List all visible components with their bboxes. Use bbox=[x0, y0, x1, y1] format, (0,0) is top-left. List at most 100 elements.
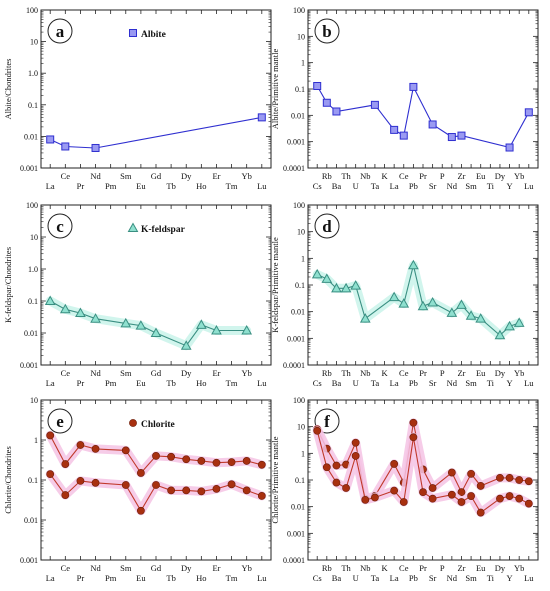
data-point bbox=[342, 484, 350, 492]
y-tick-label: 0.001 bbox=[287, 138, 305, 147]
data-point bbox=[351, 438, 360, 447]
data-point bbox=[390, 460, 399, 468]
data-point bbox=[524, 499, 533, 508]
data-point bbox=[46, 135, 55, 144]
x-tick-label-u: U bbox=[353, 378, 359, 388]
x-tick-label-p: P bbox=[440, 171, 445, 181]
panel-letter: f bbox=[324, 412, 330, 431]
x-tick-label-tb: Tb bbox=[166, 378, 175, 388]
data-point bbox=[475, 313, 487, 323]
x-tick-label-tm: Tm bbox=[226, 378, 238, 388]
data-point bbox=[390, 486, 399, 495]
data-point bbox=[61, 142, 70, 151]
x-tick-label-sr: Sr bbox=[429, 181, 437, 191]
data-point bbox=[332, 478, 341, 487]
data-point bbox=[257, 113, 266, 122]
data-point bbox=[167, 452, 176, 461]
data-point bbox=[399, 131, 408, 140]
y-tick-label: 0.001 bbox=[20, 164, 38, 173]
x-tick-label-la: La bbox=[390, 181, 399, 191]
data-point bbox=[504, 320, 515, 331]
data-point bbox=[419, 488, 427, 497]
data-point bbox=[313, 426, 322, 435]
data-point bbox=[456, 299, 467, 309]
data-point bbox=[409, 82, 418, 91]
x-tick-label-yb: Yb bbox=[514, 563, 524, 573]
x-tick-label-pm: Pm bbox=[105, 573, 117, 583]
y-tick-label: 0.01 bbox=[24, 516, 38, 525]
panel-label-badge bbox=[47, 213, 73, 239]
y-tick-label: 0.001 bbox=[20, 556, 38, 565]
data-point bbox=[409, 418, 418, 427]
data-point bbox=[390, 125, 399, 134]
y-tick-label: 100 bbox=[293, 201, 305, 210]
series-halo bbox=[312, 260, 524, 340]
x-tick-label-nb: Nb bbox=[360, 171, 370, 181]
panel-letter: c bbox=[56, 217, 64, 236]
x-tick-label-eu: Eu bbox=[136, 573, 146, 583]
data-point bbox=[241, 324, 253, 335]
x-tick-label-pb: Pb bbox=[409, 181, 418, 191]
series-line-1 bbox=[49, 116, 262, 149]
data-point bbox=[46, 431, 55, 440]
x-tick-label-y: Y bbox=[506, 573, 512, 583]
data-point bbox=[257, 460, 266, 469]
y-tick-label: 0.1 bbox=[295, 281, 305, 290]
y-tick-label: 100 bbox=[26, 201, 38, 210]
y-tick-label: 0.1 bbox=[295, 85, 305, 94]
y-tick-label: 0.1 bbox=[28, 476, 38, 485]
x-tick-label-pm: Pm bbox=[105, 181, 117, 191]
y-tick-label: 1.0 bbox=[28, 265, 38, 274]
legend-marker bbox=[129, 419, 137, 427]
data-point bbox=[465, 310, 477, 320]
x-tick-label-ba: Ba bbox=[332, 573, 342, 583]
series-line-2 bbox=[316, 430, 530, 514]
x-tick-label-y: Y bbox=[506, 378, 512, 388]
x-tick-label-eu: Eu bbox=[136, 378, 146, 388]
x-tick-label-pb: Pb bbox=[409, 378, 418, 388]
data-point bbox=[61, 491, 70, 499]
data-point bbox=[370, 100, 379, 109]
data-point bbox=[120, 317, 132, 328]
x-tick-label-dy: Dy bbox=[495, 171, 506, 181]
x-tick-label-la: La bbox=[390, 378, 399, 388]
x-tick-label-sm: Sm bbox=[120, 171, 132, 181]
data-point bbox=[212, 484, 221, 493]
data-point bbox=[331, 282, 342, 293]
x-tick-label-nd: Nd bbox=[90, 171, 101, 181]
data-point bbox=[152, 481, 160, 489]
data-point bbox=[447, 490, 456, 499]
y-tick-label: 0.1 bbox=[295, 476, 305, 485]
series-halo bbox=[45, 296, 252, 351]
x-tick-label-la: La bbox=[46, 181, 55, 191]
y-tick-label: 0.1 bbox=[28, 297, 38, 306]
data-point bbox=[59, 303, 71, 314]
x-tick-label-ho: Ho bbox=[196, 378, 206, 388]
x-tick-label-sm: Sm bbox=[465, 378, 477, 388]
data-point bbox=[398, 298, 410, 308]
x-tick-label-zr: Zr bbox=[457, 368, 465, 378]
data-point bbox=[457, 131, 466, 140]
x-tick-label-er: Er bbox=[212, 171, 220, 181]
y-tick-label: 0.001 bbox=[287, 529, 305, 538]
chart-panel-c: 0.001 0.01 0.1 1.0 10 100 K-feldspar/Chondrite… bbox=[3, 201, 272, 388]
data-point bbox=[447, 133, 456, 142]
x-tick-label-zr: Zr bbox=[457, 563, 465, 573]
x-tick-label-ho: Ho bbox=[196, 573, 206, 583]
data-point bbox=[311, 268, 323, 279]
x-tick-label-k: K bbox=[381, 563, 388, 573]
x-tick-label-nb: Nb bbox=[360, 368, 370, 378]
x-tick-label-cs: Cs bbox=[313, 181, 322, 191]
data-point bbox=[197, 487, 206, 496]
data-point bbox=[408, 259, 419, 270]
x-tick-label-pr: Pr bbox=[419, 563, 427, 573]
y-tick-label: 0.01 bbox=[24, 329, 38, 338]
data-point bbox=[427, 297, 438, 307]
data-point bbox=[227, 480, 236, 489]
x-tick-label-nd: Nd bbox=[90, 368, 101, 378]
x-tick-label-th: Th bbox=[341, 368, 351, 378]
y-tick-label: 1 bbox=[301, 449, 305, 458]
x-tick-label-la: La bbox=[46, 573, 55, 583]
data-point bbox=[91, 444, 100, 453]
